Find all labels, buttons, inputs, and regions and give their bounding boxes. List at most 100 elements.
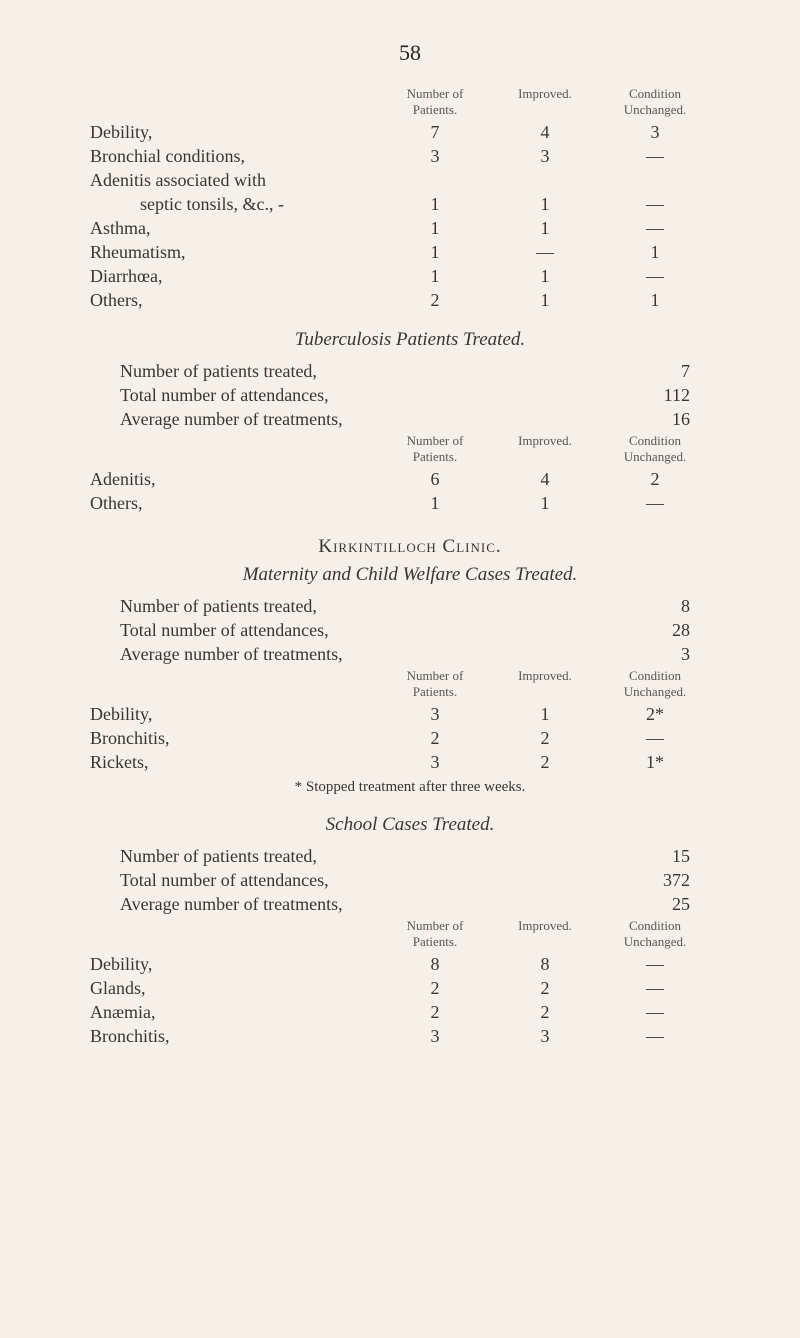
tuberculosis-summary: Number of patients treated, 7 Total numb…: [90, 361, 730, 430]
table-row: Bronchitis, 2 2 —: [90, 728, 730, 749]
row-unc: —: [600, 728, 710, 749]
summary-label: Total number of attendances,: [120, 385, 610, 406]
header-improved: Improved.: [490, 86, 600, 118]
summary-label: Number of patients treated,: [120, 596, 610, 617]
table-row: Debility, 8 8 —: [90, 954, 730, 975]
summary-row: Number of patients treated, 7: [90, 361, 730, 382]
summary-val: 372: [610, 870, 730, 891]
summary-val: 28: [610, 620, 730, 641]
summary-row: Average number of treatments, 16: [90, 409, 730, 430]
row-label: Bronchitis,: [90, 1026, 380, 1047]
row-unc: —: [600, 493, 710, 514]
row-imp: 4: [490, 469, 600, 490]
row-num: 2: [380, 978, 490, 999]
row-num: 8: [380, 954, 490, 975]
row-unc: 1: [600, 242, 710, 263]
summary-label: Total number of attendances,: [120, 870, 610, 891]
table-row: Diarrhœa, 1 1 —: [90, 266, 730, 287]
kirkintilloch-title: Kirkintilloch Clinic.: [90, 536, 730, 558]
row-num: 1: [380, 493, 490, 514]
row-label: Rheumatism,: [90, 242, 380, 263]
row-unc: —: [600, 978, 710, 999]
row-unc: 3: [600, 122, 710, 143]
tuberculosis-title: Tuberculosis Patients Treated.: [90, 329, 730, 351]
table-row: Asthma, 1 1 —: [90, 218, 730, 239]
summary-row: Total number of attendances, 372: [90, 870, 730, 891]
row-imp: 1: [490, 493, 600, 514]
row-num: 3: [380, 1026, 490, 1047]
row-label: Debility,: [90, 704, 380, 725]
row-num: 1: [380, 242, 490, 263]
row-imp: 3: [490, 146, 600, 167]
table-row: septic tonsils, &c., - 1 1 —: [90, 194, 730, 215]
header-number-patients: Number ofPatients.: [380, 668, 490, 700]
summary-val: 112: [610, 385, 730, 406]
row-imp: 3: [490, 1026, 600, 1047]
row-num: 1: [380, 218, 490, 239]
summary-label: Total number of attendances,: [120, 620, 610, 641]
page-container: 58 Number ofPatients. Improved. Conditio…: [0, 0, 800, 1338]
row-num: 3: [380, 704, 490, 725]
row-unc: 2: [600, 469, 710, 490]
table-row: Anæmia, 2 2 —: [90, 1002, 730, 1023]
row-label: Debility,: [90, 954, 380, 975]
row-imp: 8: [490, 954, 600, 975]
school-header: Number ofPatients. Improved. ConditionUn…: [90, 918, 730, 950]
summary-row: Number of patients treated, 8: [90, 596, 730, 617]
summary-row: Total number of attendances, 112: [90, 385, 730, 406]
school-summary: Number of patients treated, 15 Total num…: [90, 846, 730, 915]
header-condition-unchanged: ConditionUnchanged.: [600, 668, 710, 700]
table-row: Bronchial conditions, 3 3 —: [90, 146, 730, 167]
row-unc: —: [600, 1026, 710, 1047]
row-imp: 1: [490, 218, 600, 239]
table1-header: Number ofPatients. Improved. ConditionUn…: [90, 86, 730, 118]
row-num: 2: [380, 290, 490, 311]
row-imp: 2: [490, 1002, 600, 1023]
school-title: School Cases Treated.: [90, 814, 730, 836]
row-label: Adenitis,: [90, 469, 380, 490]
table-row: Rickets, 3 2 1*: [90, 752, 730, 773]
table-row: Others, 2 1 1: [90, 290, 730, 311]
kirkintilloch-header: Number ofPatients. Improved. ConditionUn…: [90, 668, 730, 700]
row-unc: —: [600, 954, 710, 975]
header-improved: Improved.: [490, 433, 600, 465]
tuberculosis-header: Number ofPatients. Improved. ConditionUn…: [90, 433, 730, 465]
header-number-patients: Number ofPatients.: [380, 86, 490, 118]
row-imp: 2: [490, 752, 600, 773]
summary-row: Total number of attendances, 28: [90, 620, 730, 641]
table-row: Adenitis, 6 4 2: [90, 469, 730, 490]
summary-row: Number of patients treated, 15: [90, 846, 730, 867]
row-label: Adenitis associated with: [90, 170, 380, 191]
summary-val: 3: [610, 644, 730, 665]
row-label: Diarrhœa,: [90, 266, 380, 287]
row-label: Anæmia,: [90, 1002, 380, 1023]
row-unc: —: [600, 146, 710, 167]
row-num: 2: [380, 1002, 490, 1023]
row-imp: 2: [490, 728, 600, 749]
summary-val: 8: [610, 596, 730, 617]
kirkintilloch-body: Debility, 3 1 2* Bronchitis, 2 2 — Ricke…: [90, 704, 730, 773]
header-number-patients: Number ofPatients.: [380, 918, 490, 950]
row-num: 1: [380, 266, 490, 287]
header-condition-unchanged: ConditionUnchanged.: [600, 86, 710, 118]
summary-val: 25: [610, 894, 730, 915]
summary-label: Average number of treatments,: [120, 409, 610, 430]
table-row: Debility, 7 4 3: [90, 122, 730, 143]
row-label: Others,: [90, 290, 380, 311]
summary-val: 15: [610, 846, 730, 867]
row-imp: 1: [490, 290, 600, 311]
row-label: septic tonsils, &c., -: [90, 194, 380, 215]
row-label: Bronchitis,: [90, 728, 380, 749]
row-label: Debility,: [90, 122, 380, 143]
header-number-patients: Number ofPatients.: [380, 433, 490, 465]
row-label: Rickets,: [90, 752, 380, 773]
row-unc: —: [600, 1002, 710, 1023]
row-imp: —: [490, 242, 600, 263]
kirkintilloch-footnote: * Stopped treatment after three weeks.: [90, 779, 730, 796]
row-imp: 1: [490, 266, 600, 287]
summary-val: 7: [610, 361, 730, 382]
summary-val: 16: [610, 409, 730, 430]
row-unc: 1: [600, 290, 710, 311]
row-label: Bronchial conditions,: [90, 146, 380, 167]
header-improved: Improved.: [490, 918, 600, 950]
